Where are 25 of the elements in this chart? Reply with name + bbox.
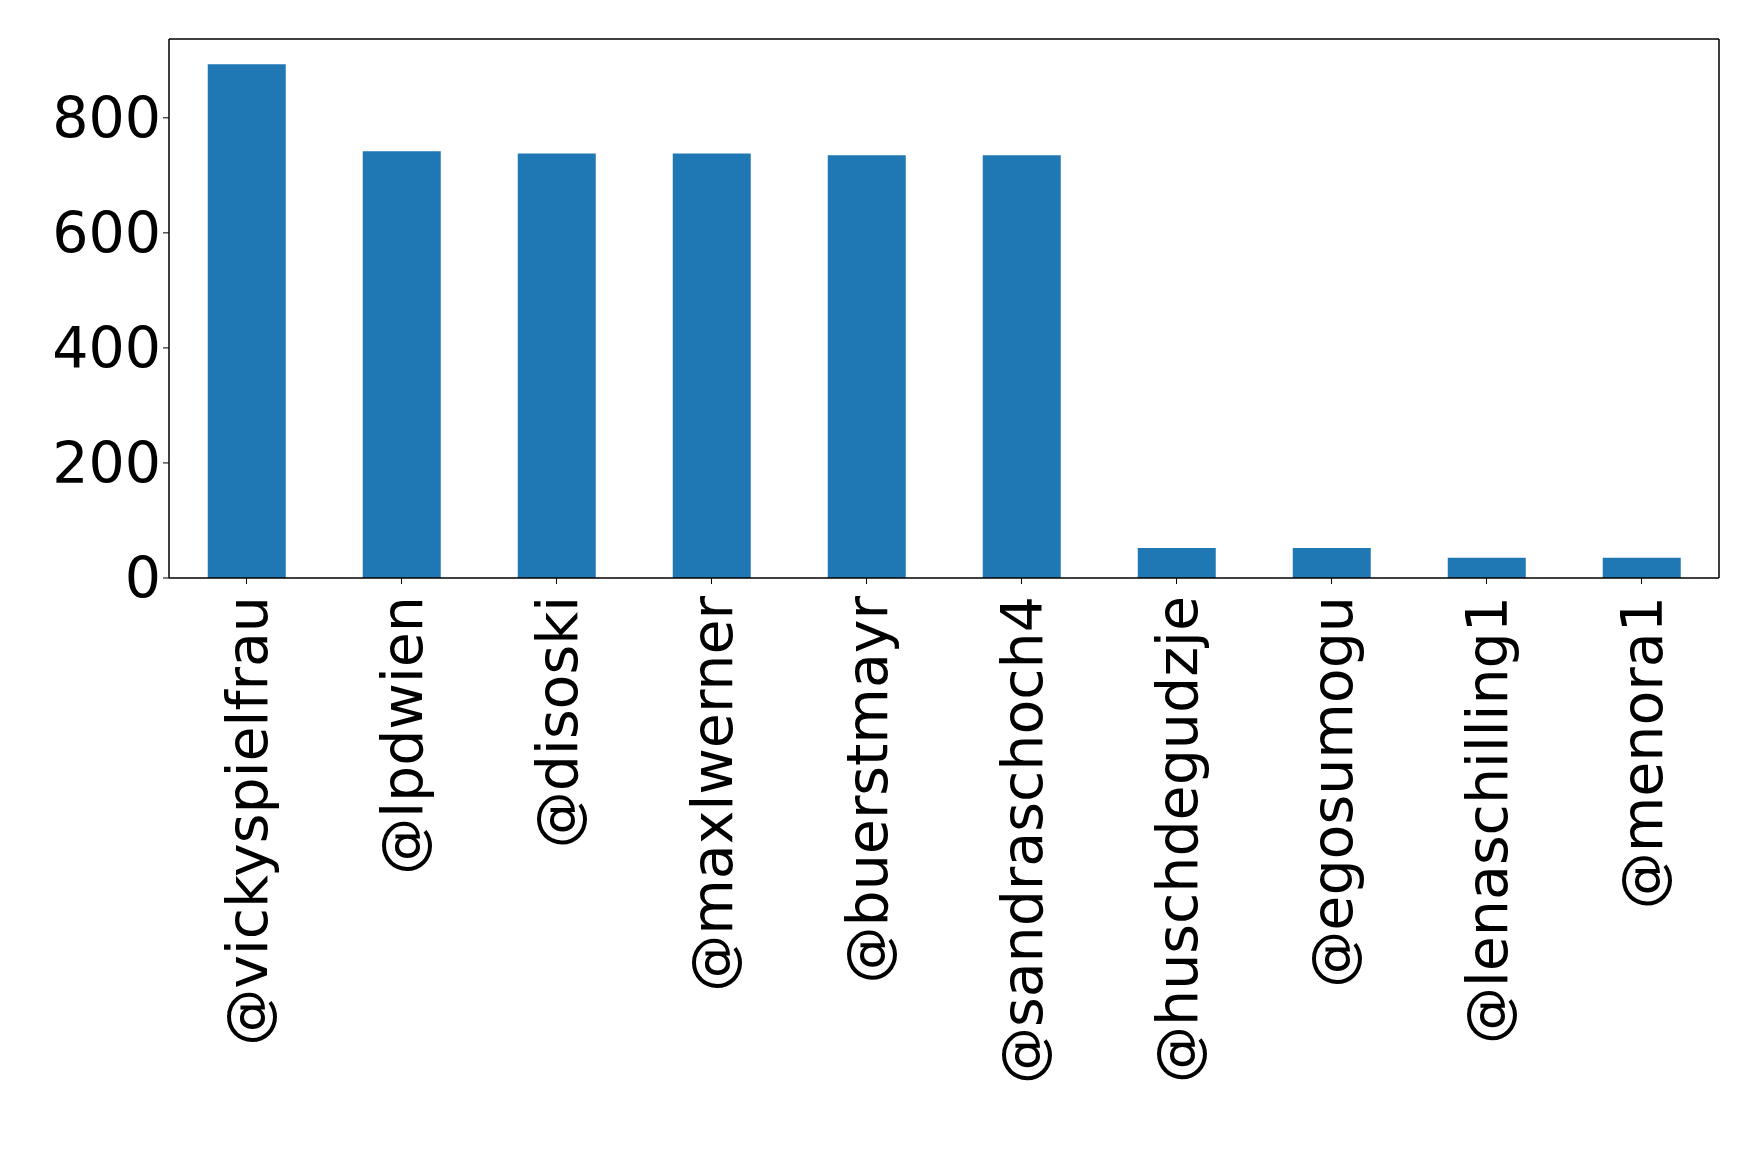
bar [1292,548,1371,578]
bar [672,153,751,578]
x-tick-label: @vickyspielfrau [213,596,280,1046]
x-tick-label: @buerstmayr [833,595,900,984]
y-tick-label: 600 [52,200,161,267]
x-tick-label: @disoski [523,596,590,849]
x-tick-label: @lenaschilling1 [1453,596,1520,1045]
bar [982,155,1061,578]
y-tick-label: 200 [52,430,161,497]
bar [207,64,286,578]
x-tick-label: @sandraschoch4 [988,596,1055,1085]
bar [362,151,441,578]
bar [1137,548,1216,578]
x-tick-label: @menora1 [1608,596,1675,910]
y-tick-label: 0 [124,545,161,612]
y-tick-label: 800 [52,85,161,152]
x-tick-label: @lpdwien [368,596,435,875]
bar [1447,557,1526,578]
bar [1602,557,1681,578]
x-tick-label: @huschdegudzje [1143,596,1210,1083]
bar [517,153,596,578]
x-tick-label: @egosumogu [1298,596,1365,988]
bar [827,155,906,578]
x-tick-label: @maxlwerner [678,595,745,992]
y-tick-label: 400 [52,315,161,382]
